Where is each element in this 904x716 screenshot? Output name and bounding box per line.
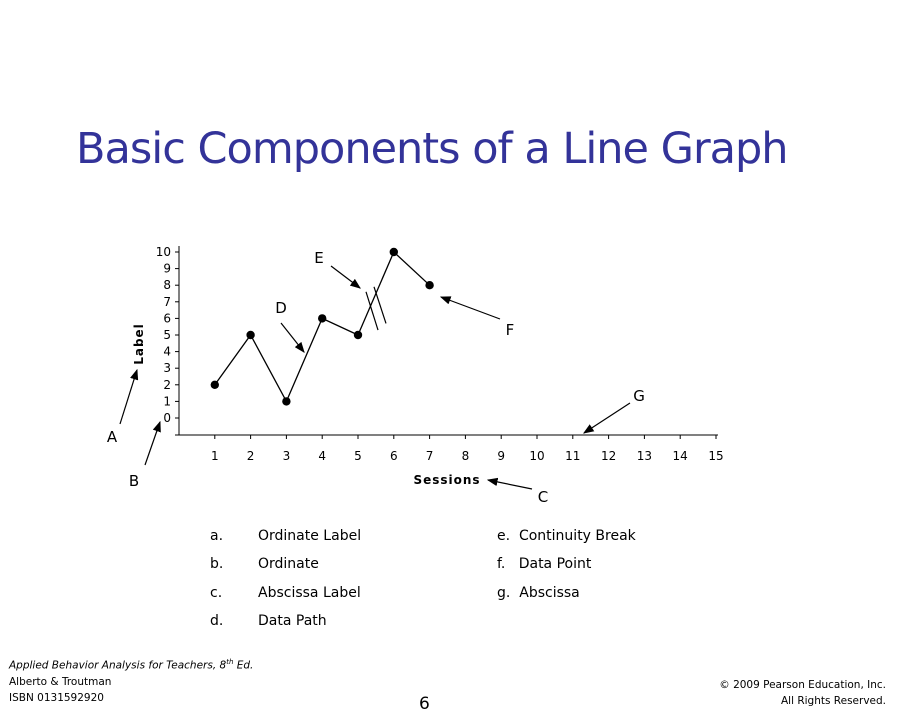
- legend-left: a. Ordinate Label b. Ordinate c. Absciss…: [210, 528, 410, 638]
- annotation-label-e: E: [314, 249, 323, 267]
- data-path: [393, 251, 431, 286]
- data-point: [425, 281, 434, 290]
- annotation-label-c: C: [538, 488, 548, 506]
- y-tick-label: 0: [163, 411, 171, 425]
- y-tick-label: 5: [163, 328, 171, 342]
- annotation-label-g: G: [633, 387, 645, 405]
- data-point: [210, 380, 219, 389]
- legend-letter: b.: [210, 556, 224, 572]
- y-tick-label: 4: [163, 345, 171, 359]
- data-point: [318, 314, 327, 323]
- annotation-arrow-a: [119, 368, 139, 425]
- annotation-arrow-e: [330, 265, 361, 289]
- rights: All Rights Reserved.: [780, 695, 886, 707]
- legend-text: g. Abscissa: [497, 585, 580, 601]
- x-tick-label: 7: [426, 449, 434, 463]
- annotation-arrow-c: [486, 477, 533, 490]
- data-point: [246, 330, 255, 340]
- x-tick-label: 8: [462, 449, 470, 463]
- y-tick-label: 6: [163, 311, 171, 325]
- x-tick-label: 5: [354, 449, 362, 463]
- legend-text: e. Continuity Break: [497, 528, 636, 544]
- continuity-break-mark: [373, 286, 387, 324]
- authors: Alberto & Troutman: [9, 675, 112, 688]
- data-path: [214, 317, 359, 403]
- annotation-arrow-g: [582, 402, 631, 434]
- page-number: 6: [419, 694, 430, 714]
- y-axis-label: Label: [132, 323, 146, 365]
- y-tick-label: 3: [163, 361, 171, 375]
- data-point: [389, 247, 398, 257]
- x-tick-label: 14: [673, 449, 688, 463]
- legend-text: Abscissa Label: [258, 585, 361, 601]
- slide-title: Basic Components of a Line Graph: [76, 124, 789, 174]
- footer-copyright: © 2009 Pearson Education, Inc. All Right…: [719, 677, 886, 709]
- x-tick-label: 2: [247, 449, 255, 463]
- x-tick-label: 6: [390, 449, 398, 463]
- legend-letter: a.: [210, 528, 224, 544]
- isbn: ISBN 0131592920: [9, 691, 104, 704]
- x-tick-label: 9: [497, 449, 505, 463]
- annotation-arrow-f: [439, 296, 501, 320]
- legend-text: f. Data Point: [497, 556, 592, 572]
- footer-citation: Applied Behavior Analysis for Teachers, …: [9, 654, 253, 706]
- book-title: Applied Behavior Analysis for Teachers, …: [9, 658, 254, 672]
- x-axis-label: Sessions: [413, 473, 480, 487]
- legend-right: e. Continuity Break f. Data Point g. Abs…: [497, 528, 697, 618]
- y-tick-label: 2: [163, 378, 171, 392]
- x-tick-label: 12: [601, 449, 616, 463]
- y-tick-label: 1: [163, 394, 171, 408]
- x-tick-label: 11: [565, 449, 580, 463]
- y-tick-label: 10: [156, 245, 171, 259]
- legend-text: Data Path: [258, 613, 327, 629]
- continuity-break-mark: [365, 291, 379, 331]
- x-tick-label: 15: [708, 449, 723, 463]
- y-tick-label: 8: [163, 278, 171, 292]
- legend-letter: c.: [210, 585, 223, 601]
- annotation-label-d: D: [275, 299, 287, 317]
- x-tick-label: 13: [637, 449, 652, 463]
- y-tick-label: 9: [163, 262, 171, 276]
- annotation-arrow-b: [144, 420, 161, 466]
- copyright: © 2009 Pearson Education, Inc.: [719, 679, 886, 691]
- data-point: [353, 330, 363, 340]
- y-tick-label: 7: [163, 295, 171, 309]
- x-tick-label: 3: [283, 449, 291, 463]
- legend-text: Ordinate: [258, 556, 319, 572]
- data-point: [282, 397, 291, 406]
- legend-letter: d.: [210, 613, 224, 629]
- annotation-arrow-d: [280, 322, 305, 353]
- annotation-label-b: B: [129, 472, 139, 490]
- annotation-label-a: A: [107, 428, 118, 446]
- x-tick-label: 4: [318, 449, 326, 463]
- annotation-label-f: F: [506, 321, 515, 339]
- legend-text: Ordinate Label: [258, 528, 362, 544]
- x-tick-label: 1: [211, 449, 219, 463]
- x-tick-label: 10: [529, 449, 544, 463]
